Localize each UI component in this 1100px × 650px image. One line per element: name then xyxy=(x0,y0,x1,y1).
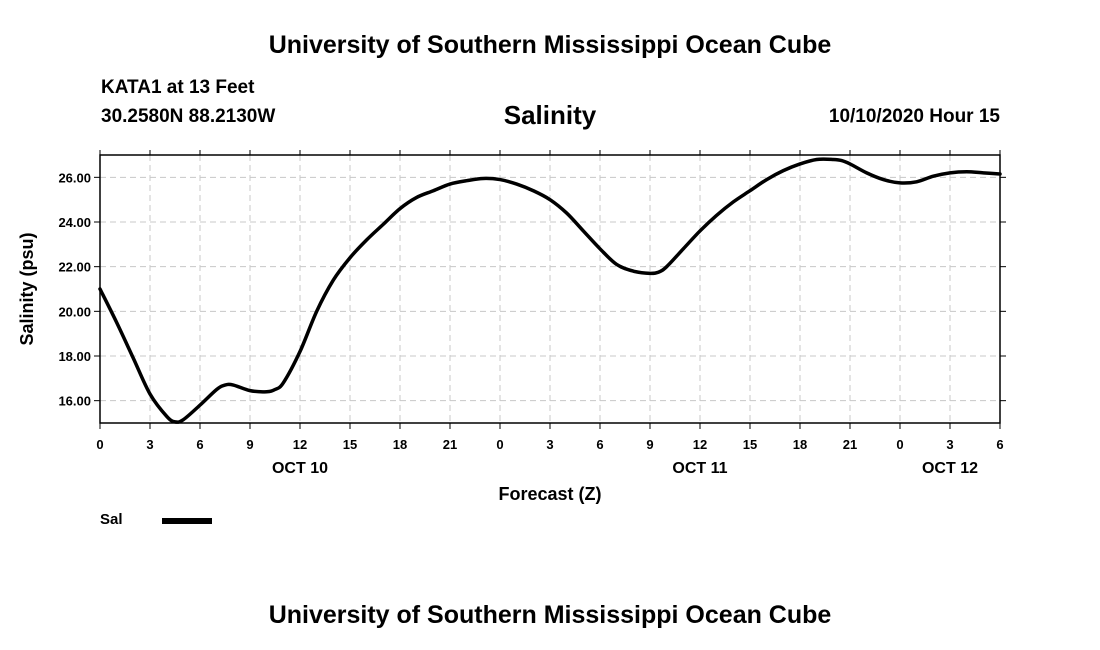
y-axis-label: Salinity (psu) xyxy=(17,232,37,345)
x-tick-label: 12 xyxy=(293,437,307,452)
top-title: University of Southern Mississippi Ocean… xyxy=(268,31,832,59)
x-tick-label: 3 xyxy=(146,437,153,452)
forecast-datetime: 10/10/2020 Hour 15 xyxy=(828,106,1000,127)
y-tick-label: 18.00 xyxy=(58,349,91,364)
date-label: OCT 10 xyxy=(272,460,328,477)
chart-title: Salinity xyxy=(503,100,597,130)
x-tick-label: 18 xyxy=(793,437,807,452)
date-label: OCT 12 xyxy=(922,460,978,477)
x-tick-label: 6 xyxy=(196,437,203,452)
x-tick-label: 21 xyxy=(443,437,457,452)
x-tick-label: 6 xyxy=(996,437,1003,452)
x-tick-label: 18 xyxy=(393,437,407,452)
y-tick-label: 24.00 xyxy=(58,215,91,230)
x-tick-label: 15 xyxy=(343,437,357,452)
x-tick-label: 3 xyxy=(946,437,953,452)
x-tick-label: 3 xyxy=(546,437,553,452)
y-tick-label: 22.00 xyxy=(58,260,91,275)
y-tick-label: 20.00 xyxy=(58,304,91,319)
y-tick-label: 16.00 xyxy=(58,394,91,409)
x-tick-label: 6 xyxy=(596,437,603,452)
date-label: OCT 11 xyxy=(672,460,727,477)
x-axis-label: Forecast (Z) xyxy=(498,484,601,504)
x-tick-label: 15 xyxy=(743,437,757,452)
x-tick-label: 0 xyxy=(496,437,503,452)
x-tick-label: 9 xyxy=(646,437,653,452)
x-tick-label: 0 xyxy=(96,437,103,452)
bottom-title: University of Southern Mississippi Ocean… xyxy=(268,601,832,629)
station-coordinates: 30.2580N 88.2130W xyxy=(101,106,276,127)
x-tick-label: 21 xyxy=(843,437,857,452)
y-tick-label: 26.00 xyxy=(58,170,91,185)
x-tick-label: 9 xyxy=(246,437,253,452)
x-tick-label: 0 xyxy=(896,437,903,452)
x-tick-label: 12 xyxy=(693,437,707,452)
legend: Sal xyxy=(100,511,212,528)
series-line-sal xyxy=(98,157,1002,424)
legend-label: Sal xyxy=(100,511,123,528)
station-name: KATA1 at 13 Feet xyxy=(101,77,255,98)
